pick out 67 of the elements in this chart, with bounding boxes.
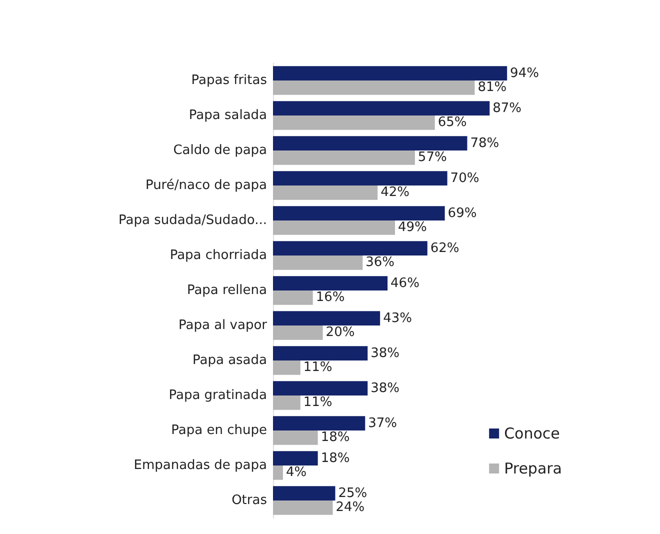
data-label: 69% xyxy=(448,206,477,221)
y-tick-label: Papa asada xyxy=(192,353,267,368)
data-label: 57% xyxy=(418,150,447,166)
bar xyxy=(273,186,378,200)
bar xyxy=(273,500,333,515)
y-tick-label: Caldo de papa xyxy=(173,143,267,158)
data-label: 46% xyxy=(390,276,420,291)
bar xyxy=(273,171,448,186)
bar xyxy=(273,101,490,116)
data-label: 42% xyxy=(380,185,410,200)
y-tick-label: Papa al vapor xyxy=(178,318,268,333)
data-label: 20% xyxy=(326,325,355,340)
data-label: 62% xyxy=(430,240,460,256)
legend-label: Prepara xyxy=(504,460,562,478)
bar xyxy=(273,416,366,430)
y-tick-label: Puré/naco de papa xyxy=(145,178,267,193)
data-label: 38% xyxy=(370,346,400,361)
data-label: 87% xyxy=(492,100,522,116)
data-label: 11% xyxy=(303,360,332,376)
bar xyxy=(273,451,318,466)
y-tick-label: Empanadas de papa xyxy=(134,458,267,473)
bar xyxy=(273,241,428,256)
data-label: 24% xyxy=(336,500,365,516)
data-label: 70% xyxy=(450,170,480,186)
y-tick-label: Papa rellena xyxy=(186,283,267,298)
bar xyxy=(273,220,396,235)
bar xyxy=(273,430,318,445)
bar xyxy=(273,396,300,410)
bar xyxy=(273,326,323,340)
bar xyxy=(273,276,388,290)
data-label: 16% xyxy=(316,290,345,306)
legend-label: Conoce xyxy=(504,424,560,442)
data-label: 81% xyxy=(478,80,507,96)
bar xyxy=(273,360,300,375)
bar xyxy=(273,346,368,360)
y-tick-label: Papa sudada/Sudado... xyxy=(118,213,267,228)
data-label: 43% xyxy=(383,310,412,326)
bar xyxy=(273,466,283,480)
data-label: 49% xyxy=(398,220,427,236)
data-label: 4% xyxy=(286,465,307,480)
y-tick-label: Otras xyxy=(232,493,268,508)
data-label: 94% xyxy=(510,66,539,81)
data-label: 11% xyxy=(303,395,332,410)
data-label: 18% xyxy=(320,430,350,446)
data-label: 18% xyxy=(320,450,350,466)
data-label: 38% xyxy=(370,380,400,396)
y-tick-label: Papa chorriada xyxy=(170,248,267,263)
y-tick-label: Papa salada xyxy=(188,108,267,123)
bar xyxy=(273,136,468,150)
bar xyxy=(273,66,508,80)
data-label: 36% xyxy=(366,255,395,270)
y-tick-label: Papa gratinada xyxy=(168,388,267,403)
bar xyxy=(273,116,435,130)
data-label: 25% xyxy=(338,486,368,501)
bar xyxy=(273,256,363,270)
bar xyxy=(273,311,380,326)
bar xyxy=(273,206,445,220)
y-tick-label: Papas fritas xyxy=(191,73,268,88)
y-tick-label: Papa en chupe xyxy=(171,423,267,438)
data-label: 65% xyxy=(438,115,467,130)
data-label: 78% xyxy=(470,136,500,151)
bar xyxy=(273,290,313,305)
bar xyxy=(273,80,475,95)
bar xyxy=(273,486,336,500)
bar xyxy=(273,150,415,165)
bar xyxy=(273,381,368,396)
data-label: 37% xyxy=(368,416,398,431)
